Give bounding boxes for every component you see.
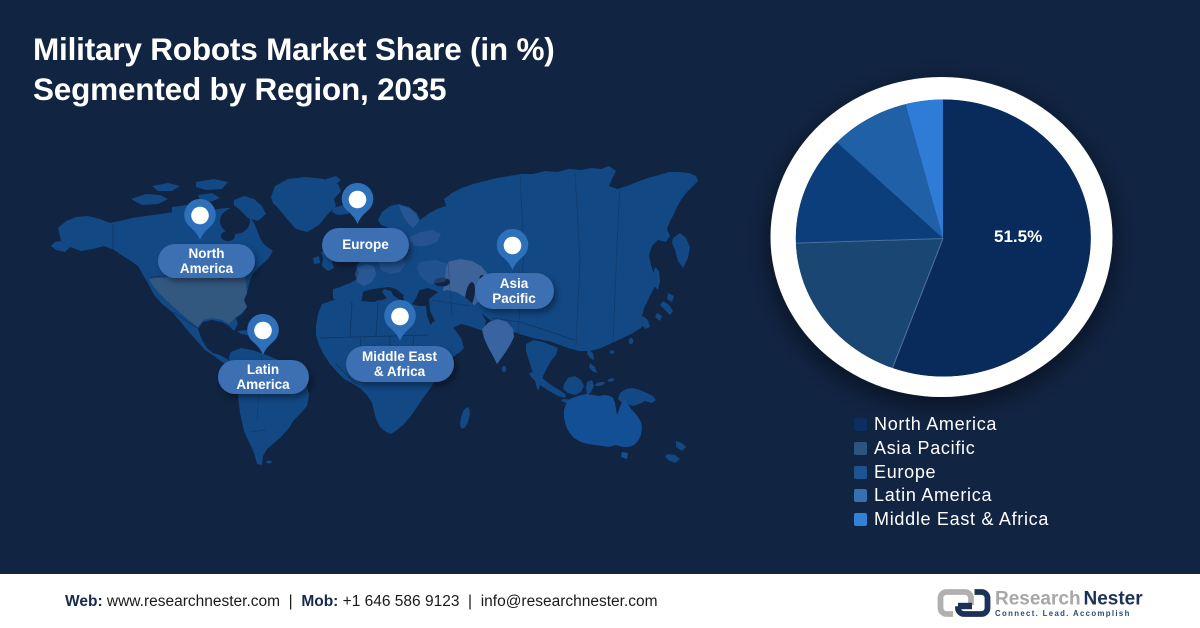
svg-text:Nester: Nester [1084, 589, 1144, 610]
svg-text:Connect. Lead. Accomplish: Connect. Lead. Accomplish [995, 609, 1131, 618]
svg-text:Research: Research [995, 589, 1081, 610]
